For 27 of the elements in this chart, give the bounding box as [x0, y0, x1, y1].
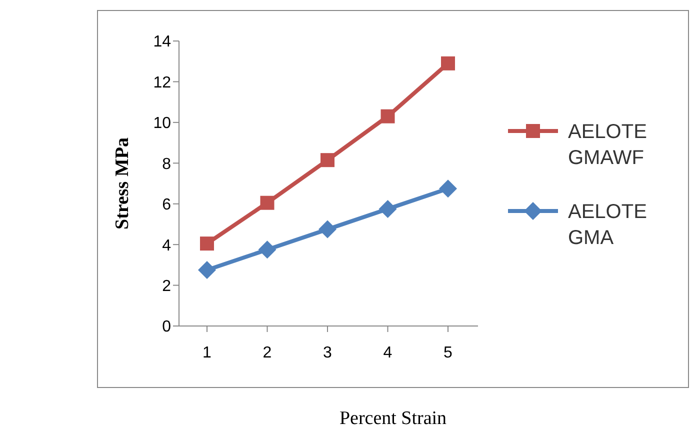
- point: [380, 109, 395, 124]
- y-tick-label: 14: [153, 34, 172, 51]
- y-tick-label: 0: [162, 318, 172, 336]
- point: [378, 200, 397, 218]
- point: [441, 56, 455, 70]
- x-tick-label: 1: [202, 344, 212, 362]
- x-tick-label: 5: [444, 344, 453, 362]
- y-tick-label: 8: [162, 156, 172, 173]
- x-axis-title: Percent Strain: [338, 408, 448, 430]
- point: [320, 153, 334, 168]
- legend-label: AELOTE GMA: [568, 200, 648, 250]
- point: [198, 261, 216, 280]
- point: [439, 180, 457, 198]
- point: [260, 196, 274, 210]
- y-tick-label: 2: [162, 278, 172, 295]
- y-axis-title: Stress MPa: [112, 137, 133, 230]
- x-tick-label: 4: [383, 344, 392, 362]
- legend-label: AELOTE GMAWF: [568, 120, 648, 170]
- point: [200, 236, 214, 251]
- x-tick-label: 3: [323, 344, 332, 362]
- point: [258, 240, 276, 259]
- y-tick-label: 10: [153, 115, 172, 132]
- y-tick-label: 6: [162, 196, 172, 214]
- y-tick-label: 4: [162, 237, 172, 254]
- point: [318, 220, 336, 238]
- x-tick-label: 2: [262, 344, 272, 362]
- y-tick-label: 12: [153, 74, 172, 92]
